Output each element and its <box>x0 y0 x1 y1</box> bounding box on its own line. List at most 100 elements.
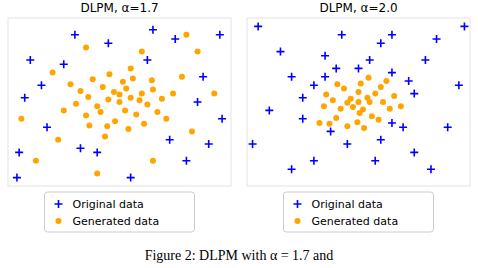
plot-frame <box>8 18 231 186</box>
point <box>77 88 83 94</box>
point <box>21 94 29 102</box>
point <box>388 69 396 77</box>
point <box>104 39 112 47</box>
point <box>410 90 418 98</box>
point <box>93 148 101 156</box>
point <box>371 157 379 165</box>
point <box>216 31 224 39</box>
point <box>334 81 340 87</box>
point <box>123 86 129 92</box>
point <box>73 101 79 107</box>
point <box>460 22 468 30</box>
point <box>380 99 386 105</box>
scatter-panel: DLPM, α=1.7Original dataGenerated data <box>8 1 231 232</box>
point <box>83 44 89 50</box>
point <box>405 77 413 85</box>
point <box>67 81 73 87</box>
marks <box>249 22 469 173</box>
point <box>117 99 123 105</box>
point <box>358 81 364 87</box>
point <box>183 32 189 38</box>
point <box>139 49 145 55</box>
point <box>106 71 112 77</box>
point <box>299 94 307 102</box>
point <box>276 48 284 56</box>
point <box>199 73 207 81</box>
caption: Figure 2: DLPM with α = 1.7 and <box>145 248 334 263</box>
legend-marker <box>295 218 301 224</box>
point <box>94 103 100 109</box>
point <box>387 106 393 112</box>
point <box>189 128 195 134</box>
point <box>171 35 179 43</box>
series-points <box>249 22 469 173</box>
point <box>383 78 389 84</box>
point <box>378 84 384 90</box>
point <box>366 75 372 81</box>
point <box>333 115 339 121</box>
point <box>377 39 385 47</box>
point <box>100 84 106 90</box>
point <box>149 77 155 83</box>
point <box>366 56 374 64</box>
point <box>344 123 350 129</box>
point <box>341 86 347 92</box>
figure: DLPM, α=1.7Original dataGenerated dataDL… <box>0 0 478 268</box>
point <box>444 123 452 131</box>
point <box>391 93 397 99</box>
point <box>125 126 131 132</box>
point <box>327 127 335 135</box>
point <box>321 103 327 109</box>
point <box>163 116 169 122</box>
point <box>357 110 363 116</box>
series-points <box>316 75 403 131</box>
legend-box <box>284 192 434 232</box>
point <box>149 26 157 34</box>
point <box>60 60 68 68</box>
point <box>15 148 23 156</box>
point <box>427 165 435 173</box>
legend-label: Generated data <box>312 215 399 228</box>
point <box>137 97 143 103</box>
point <box>288 165 296 173</box>
point <box>194 98 202 106</box>
point <box>388 31 396 39</box>
scatter-panel: DLPM, α=2.0Original dataGenerated data <box>247 1 470 232</box>
point <box>321 52 329 60</box>
point <box>120 79 126 85</box>
point <box>327 121 333 127</box>
point <box>26 56 34 64</box>
point <box>195 49 201 55</box>
point <box>83 112 89 118</box>
point <box>33 158 39 164</box>
point <box>388 119 396 127</box>
point <box>98 109 104 115</box>
point <box>356 89 362 95</box>
point <box>94 170 100 176</box>
point <box>355 64 363 72</box>
point <box>170 91 176 97</box>
point <box>182 157 190 165</box>
point <box>330 97 336 103</box>
legend-marker <box>56 218 62 224</box>
point <box>254 22 262 30</box>
point <box>361 125 367 131</box>
point <box>102 133 108 139</box>
point <box>141 121 147 127</box>
point <box>455 81 463 89</box>
point <box>338 106 344 112</box>
point <box>13 174 21 182</box>
legend-label: Original data <box>73 198 144 211</box>
point <box>86 123 92 129</box>
point <box>144 102 150 108</box>
marks <box>13 26 226 182</box>
point <box>76 144 84 152</box>
legend-box <box>45 192 195 232</box>
series-points <box>13 26 226 182</box>
point <box>350 104 356 110</box>
point <box>105 96 111 102</box>
point <box>372 91 378 97</box>
point <box>90 76 96 82</box>
point <box>344 100 350 106</box>
point <box>433 35 441 43</box>
